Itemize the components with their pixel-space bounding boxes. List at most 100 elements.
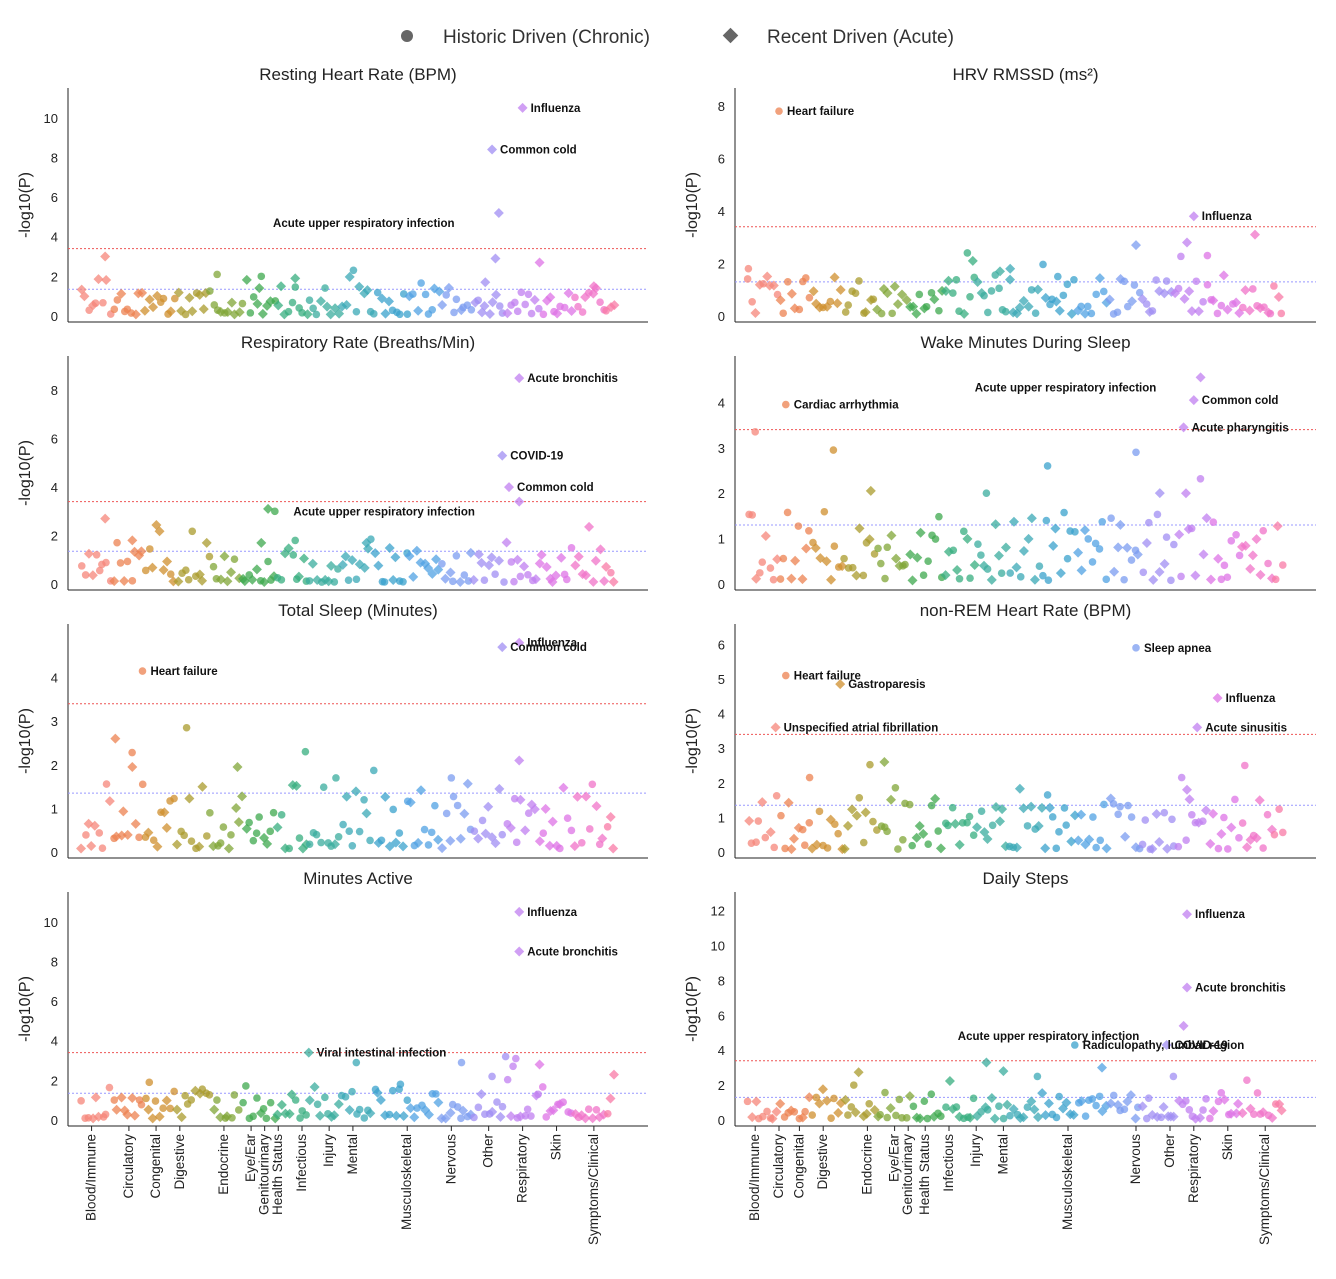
data-point-acute [608, 1069, 619, 1080]
data-point-chronic [1035, 562, 1044, 571]
data-point-acute [529, 294, 540, 305]
y-axis-label: -log10(P) [684, 708, 701, 774]
data-point-chronic [1142, 300, 1151, 308]
y-tick-label: 1 [718, 810, 725, 825]
data-point-acute [865, 485, 876, 496]
data-point-chronic [206, 287, 214, 295]
data-point-acute [411, 545, 422, 556]
data-point-chronic [1095, 545, 1104, 553]
data-point-acute [1130, 1113, 1141, 1124]
data-point-acute [116, 830, 127, 841]
data-point-acute [1273, 291, 1284, 302]
data-point-chronic [895, 1095, 904, 1104]
category-label: Congenital [148, 1134, 163, 1199]
y-tick-label: 0 [718, 1113, 725, 1128]
data-point-chronic [1239, 303, 1247, 312]
data-point-chronic [352, 307, 361, 316]
data-point-acute [490, 838, 501, 849]
y-tick-label: 4 [51, 671, 58, 686]
panel-title: Resting Heart Rate (BPM) [259, 65, 456, 84]
data-point-acute [334, 308, 345, 319]
data-point-acute [1026, 801, 1037, 812]
data-point-acute [427, 568, 438, 579]
data-point-chronic [474, 1103, 483, 1112]
data-point-acute [254, 283, 265, 294]
data-point-acute [572, 791, 583, 802]
data-point-chronic [770, 843, 779, 852]
data-point-chronic [1087, 309, 1096, 318]
data-point-acute [810, 542, 821, 553]
data-point-chronic [851, 289, 860, 297]
data-point-chronic [491, 570, 499, 578]
data-point-acute [272, 1109, 283, 1120]
data-point-acute [544, 840, 555, 851]
data-point-acute [998, 1066, 1009, 1077]
data-point-acute [257, 308, 268, 319]
data-point-chronic [1052, 844, 1061, 853]
data-point-chronic [137, 1100, 146, 1109]
data-point-chronic [252, 829, 261, 838]
y-tick-label: 6 [718, 1008, 725, 1023]
data-point-chronic [775, 107, 783, 115]
category-label: Symptoms/Clinical [586, 1134, 601, 1245]
data-point-acute [1115, 519, 1126, 530]
data-point-chronic [1130, 281, 1139, 289]
data-point-acute [1182, 909, 1192, 920]
category-label: Genitourinary [257, 1134, 272, 1215]
data-point-chronic [449, 792, 458, 801]
data-point-acute [465, 547, 476, 558]
data-point-acute [152, 290, 163, 301]
data-point-chronic [488, 1072, 496, 1081]
data-point-acute [1066, 836, 1077, 847]
data-point-chronic [181, 1091, 189, 1100]
data-point-acute [209, 1104, 220, 1115]
data-point-acute [272, 822, 283, 833]
data-point-chronic [457, 1058, 466, 1067]
data-point-chronic [915, 290, 924, 299]
y-axis-label: -log10(P) [684, 976, 701, 1042]
data-point-chronic [987, 287, 996, 295]
data-point-acute [952, 565, 963, 576]
data-point-chronic [1271, 575, 1280, 584]
data-point-acute [172, 1104, 183, 1115]
data-point-chronic [949, 289, 957, 297]
data-point-acute [413, 305, 424, 316]
y-tick-label: 2 [51, 1073, 58, 1088]
data-point-acute [329, 839, 340, 850]
data-point-chronic [869, 295, 878, 304]
data-point-chronic [539, 310, 548, 319]
data-point-acute [775, 1098, 786, 1109]
panel-6: non-REM Heart Rate (BPM) 0 1 2 3 4 5 6 -log10(P)… [684, 601, 1316, 860]
data-point-acute [251, 564, 262, 575]
data-point-acute [161, 1095, 172, 1106]
data-point-acute [79, 291, 90, 302]
data-point-chronic [1099, 287, 1108, 296]
data-point-acute [383, 296, 394, 307]
data-point-acute [1251, 534, 1262, 545]
data-point-acute [1178, 1020, 1189, 1031]
data-point-acute [772, 554, 783, 565]
data-point-chronic [95, 566, 104, 575]
data-point-chronic [559, 1098, 567, 1106]
data-point-acute [563, 288, 574, 299]
data-point-chronic [534, 1090, 542, 1099]
data-point-chronic [523, 1105, 532, 1114]
data-point-chronic [756, 569, 764, 577]
data-point-acute [757, 797, 768, 808]
data-point-chronic [396, 1080, 405, 1089]
data-point-acute [817, 1084, 828, 1095]
data-point-acute [1113, 542, 1124, 553]
data-point-chronic [1199, 298, 1207, 306]
data-point-acute [226, 567, 237, 578]
data-point-acute [100, 251, 111, 262]
data-point-acute [851, 570, 862, 581]
data-point-acute [514, 637, 525, 648]
data-point-acute [154, 526, 165, 537]
data-point-chronic [983, 565, 992, 573]
data-point-acute [775, 295, 786, 306]
data-point-acute [514, 946, 525, 957]
data-point-chronic [997, 569, 1006, 577]
data-point-chronic [995, 284, 1003, 293]
data-point-acute [797, 574, 808, 585]
data-point-chronic [470, 827, 479, 835]
